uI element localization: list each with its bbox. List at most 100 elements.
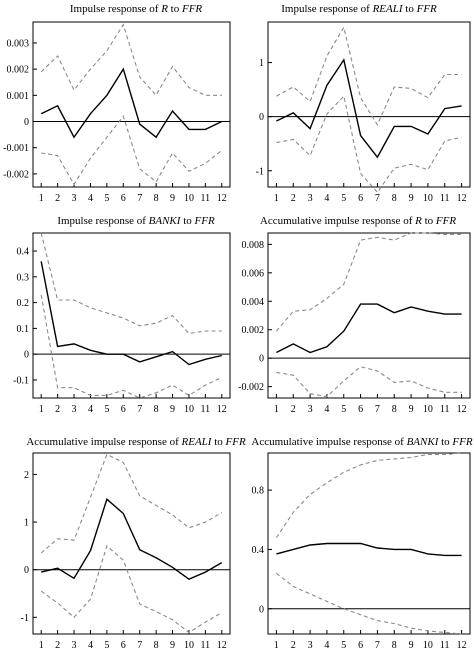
x-tick-label: 2 <box>55 640 60 650</box>
x-tick-label: 8 <box>154 404 159 415</box>
y-tick-label: 0.8 <box>252 486 265 497</box>
x-tick-label: 7 <box>137 193 142 204</box>
x-tick-label: 12 <box>457 640 467 650</box>
x-tick-label: 10 <box>184 193 194 204</box>
x-tick-label: 12 <box>457 193 467 204</box>
x-tick-label: 1 <box>274 193 279 204</box>
x-tick-label: 12 <box>457 404 467 415</box>
series-line-lower-band <box>276 94 462 194</box>
x-tick-label: 10 <box>184 640 194 650</box>
x-tick-label: 9 <box>170 193 175 204</box>
x-tick-label: 11 <box>440 640 450 650</box>
series-line-lower-band <box>276 572 462 635</box>
x-tick-label: 8 <box>392 404 397 415</box>
chart-title: Impulse response of BANKI to FFR <box>57 215 215 227</box>
plot-frame <box>267 232 471 399</box>
x-tick-label: 3 <box>72 640 77 650</box>
x-tick-label: 7 <box>375 404 380 415</box>
series-line-response <box>41 497 223 581</box>
chart-panel-6: Accumulative impulse response of BANKI t… <box>251 436 472 650</box>
x-tick-label: 3 <box>72 404 77 415</box>
y-tick-label: 0 <box>259 112 264 123</box>
x-tick-label: 5 <box>341 193 346 204</box>
chart-panel-5: Accumulative impulse response of REALI t… <box>21 436 246 650</box>
x-tick-label: 5 <box>104 193 109 204</box>
x-tick-label: 9 <box>409 640 414 650</box>
y-tick-label: 0 <box>259 604 264 615</box>
x-tick-label: 1 <box>274 640 279 650</box>
x-tick-label: 10 <box>423 193 433 204</box>
x-tick-label: 1 <box>39 404 44 415</box>
y-tick-label: -0.002 <box>3 169 29 180</box>
y-tick-label: -0.001 <box>3 143 29 154</box>
x-tick-label: 4 <box>88 404 93 415</box>
y-tick-label: 0.2 <box>17 298 30 309</box>
series-line-upper-band <box>40 453 223 554</box>
x-tick-label: 2 <box>55 404 60 415</box>
x-tick-label: 12 <box>217 640 227 650</box>
x-tick-label: 8 <box>392 193 397 204</box>
x-tick-label: 8 <box>154 640 159 650</box>
x-tick-label: 10 <box>423 640 433 650</box>
chart-title: Accumulative impulse response of BANKI t… <box>251 436 472 448</box>
x-tick-label: 9 <box>170 640 175 650</box>
x-tick-label: 4 <box>324 640 329 650</box>
series-line-upper-band <box>275 232 462 332</box>
x-tick-label: 6 <box>358 404 363 415</box>
y-tick-label: 0.002 <box>242 325 265 336</box>
x-tick-label: 11 <box>440 404 450 415</box>
y-tick-label: 0.002 <box>7 65 30 76</box>
x-tick-label: 5 <box>104 640 109 650</box>
x-tick-label: 3 <box>308 404 313 415</box>
x-tick-label: 5 <box>341 640 346 650</box>
y-tick-label: 0 <box>259 354 264 365</box>
x-tick-label: 6 <box>121 404 126 415</box>
x-tick-label: 3 <box>72 193 77 204</box>
y-tick-label: -1 <box>21 613 29 624</box>
chart-title: Accumulative impulse response of REALI t… <box>26 436 246 448</box>
x-tick-label: 9 <box>409 404 414 415</box>
x-tick-label: 4 <box>324 193 329 204</box>
x-tick-label: 11 <box>201 193 211 204</box>
x-tick-label: 10 <box>184 404 194 415</box>
plot-frame <box>267 21 471 188</box>
series-line-response <box>276 58 462 159</box>
x-tick-label: 2 <box>291 193 296 204</box>
x-tick-label: 7 <box>375 193 380 204</box>
series-line-upper-band <box>40 23 222 97</box>
x-tick-label: 2 <box>291 640 296 650</box>
x-tick-label: 7 <box>137 640 142 650</box>
y-tick-label: 0 <box>24 350 29 361</box>
x-tick-label: 11 <box>440 193 450 204</box>
x-tick-label: 4 <box>324 404 329 415</box>
y-tick-label: 0.003 <box>7 38 30 49</box>
y-tick-label: 0.008 <box>242 240 265 251</box>
x-tick-label: 2 <box>55 193 60 204</box>
series-line-lower-band <box>276 366 462 398</box>
plot-frame <box>32 452 231 635</box>
chart-panel-3: Impulse response of BANKI to FFR 0.4 0.3 0.… <box>13 215 231 415</box>
x-tick-label: 8 <box>392 640 397 650</box>
series-line-response <box>40 67 223 139</box>
series-line-upper-band <box>276 25 462 126</box>
plot-frame <box>32 232 231 399</box>
x-tick-label: 1 <box>39 640 44 650</box>
series-line-response <box>276 542 462 557</box>
y-tick-label: 1 <box>24 518 29 529</box>
x-tick-label: 9 <box>409 193 414 204</box>
x-tick-label: 6 <box>121 193 126 204</box>
series-line-response <box>40 261 222 366</box>
x-tick-label: 10 <box>423 404 433 415</box>
x-tick-label: 6 <box>121 640 126 650</box>
x-tick-label: 12 <box>217 404 227 415</box>
y-tick-label: 0 <box>24 565 29 576</box>
y-tick-label: 0.006 <box>242 268 265 279</box>
y-tick-label: 0.004 <box>242 297 265 308</box>
series-line-lower-band <box>40 544 223 634</box>
x-tick-label: 6 <box>358 193 363 204</box>
y-tick-label: 0.1 <box>17 324 30 335</box>
chart-panel-4: Accumulative impulse response of R to FF… <box>238 215 471 415</box>
series-line-lower-band <box>40 294 223 399</box>
